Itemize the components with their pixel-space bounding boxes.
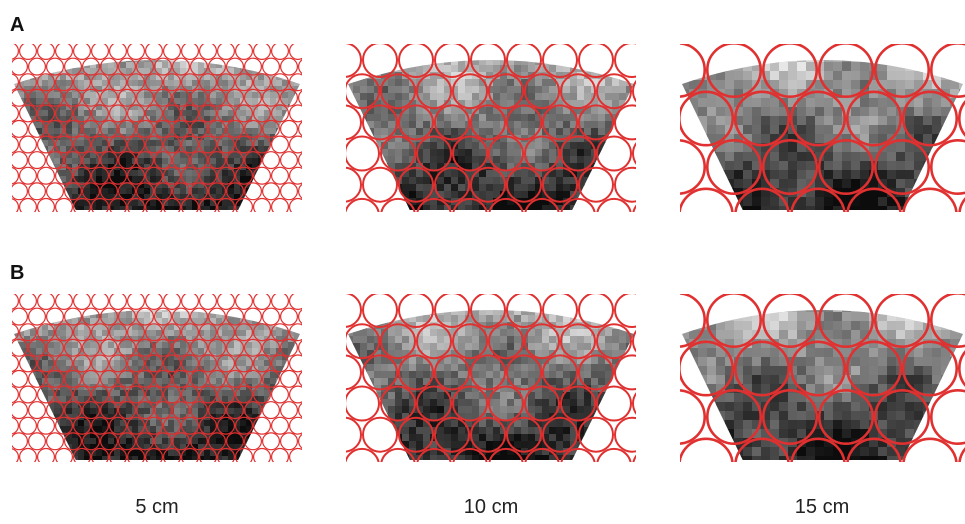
panel-b-10cm	[346, 294, 636, 462]
row-label-b: B	[10, 262, 25, 284]
panel-b-15cm	[680, 294, 965, 462]
panel-a-10cm	[346, 44, 636, 212]
circle-grid	[680, 294, 965, 462]
ultrasound-image	[14, 310, 300, 460]
panel-b-5cm-svg	[12, 294, 302, 462]
circle-grid	[346, 44, 636, 212]
panel-b-15cm-svg	[680, 294, 965, 462]
caption-15cm: 15 cm	[794, 496, 850, 518]
circle-grid	[12, 294, 302, 462]
panel-a-5cm	[12, 44, 302, 212]
ultrasound-image	[348, 310, 634, 460]
panel-b-5cm	[12, 294, 302, 462]
panel-a-15cm	[680, 44, 965, 212]
panel-a-5cm-svg	[12, 44, 302, 212]
circle-grid	[12, 44, 302, 212]
caption-10cm: 10 cm	[463, 496, 519, 518]
ultrasound-image	[682, 310, 963, 460]
panel-a-10cm-svg	[346, 44, 636, 212]
row-label-a: A	[10, 14, 25, 36]
circle-grid	[346, 294, 636, 462]
ultrasound-image	[682, 60, 963, 210]
ultrasound-image	[348, 60, 634, 210]
ultrasound-image	[14, 60, 300, 210]
panel-a-15cm-svg	[680, 44, 965, 212]
caption-5cm: 5 cm	[135, 496, 179, 518]
panel-b-10cm-svg	[346, 294, 636, 462]
circle-grid	[680, 44, 965, 212]
